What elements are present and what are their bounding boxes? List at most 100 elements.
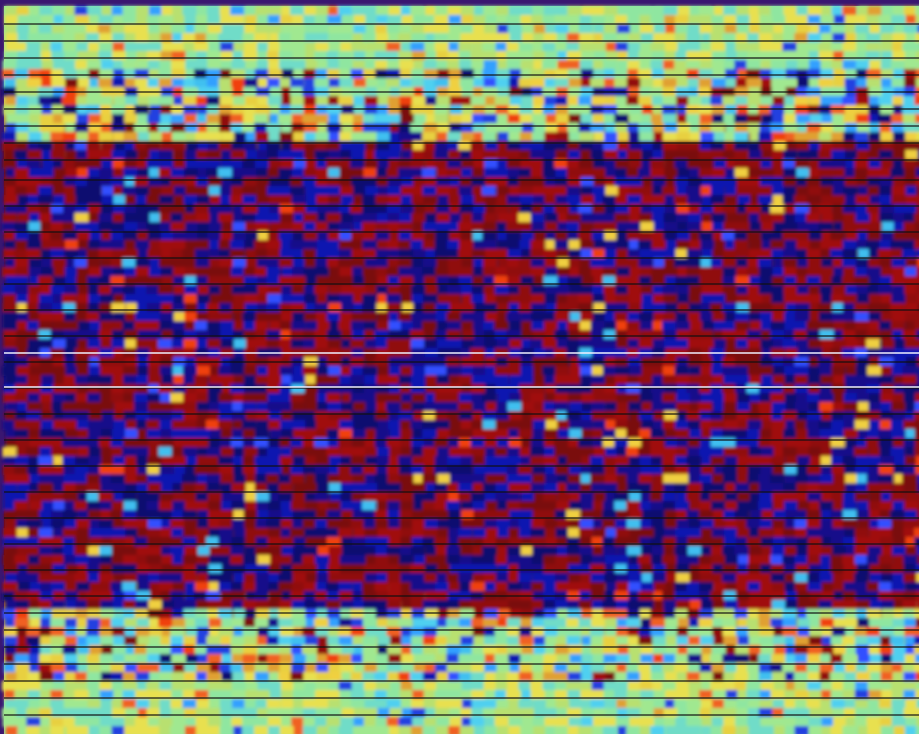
- noise-cell: [388, 177, 402, 187]
- noise-cell: [606, 51, 620, 61]
- noise-cell: [182, 474, 196, 484]
- noise-cell: [424, 573, 438, 583]
- noise-cell: [616, 573, 630, 583]
- noise-cell: [627, 420, 641, 430]
- noise-cell: [665, 42, 679, 52]
- noise-cell: [484, 555, 498, 565]
- noise-cell: [783, 177, 797, 187]
- noise-cell: [590, 456, 604, 466]
- noise-cell: [746, 78, 760, 88]
- noise-cell: [570, 402, 584, 412]
- noise-cell: [388, 114, 402, 124]
- noise-cell: [389, 6, 403, 16]
- noise-cell: [819, 150, 833, 160]
- noise-cell: [747, 114, 761, 124]
- noise-cell: [435, 240, 449, 250]
- noise-cell: [796, 447, 810, 457]
- noise-cell: [136, 186, 150, 196]
- noise-cell: [364, 96, 378, 106]
- noise-cell: [389, 330, 403, 340]
- noise-cell: [581, 51, 595, 61]
- noise-cell: [171, 213, 185, 223]
- noise-cell: [423, 258, 437, 268]
- noise-cell: [674, 258, 688, 268]
- noise-cell: [303, 366, 317, 376]
- noise-cell: [365, 213, 379, 223]
- noise-cell: [219, 78, 233, 88]
- noise-cell: [279, 222, 293, 232]
- noise-cell: [483, 150, 497, 160]
- noise-cell: [677, 330, 691, 340]
- noise-cell: [338, 582, 352, 592]
- noise-cell: [184, 114, 198, 124]
- noise-cell: [183, 420, 197, 430]
- noise-cell: [807, 123, 821, 133]
- noise-cell: [915, 222, 919, 232]
- noise-cell: [689, 294, 703, 304]
- noise-cell: [686, 51, 700, 61]
- noise-cell: [699, 69, 713, 79]
- noise-cell: [39, 312, 53, 322]
- noise-cell: [545, 474, 559, 484]
- noise-cell: [220, 285, 234, 295]
- noise-cell: [244, 285, 258, 295]
- noise-cell: [434, 150, 448, 160]
- noise-cell: [149, 186, 163, 196]
- noise-cell: [808, 537, 822, 547]
- noise-cell: [447, 330, 461, 340]
- noise-cell: [878, 114, 892, 124]
- noise-cell: [291, 402, 305, 412]
- noise-cell: [749, 150, 763, 160]
- noise-cell: [327, 429, 341, 439]
- noise-cell: [65, 267, 79, 277]
- noise-cell: [652, 195, 666, 205]
- noise-cell: [579, 546, 593, 556]
- noise-cell: [377, 321, 391, 331]
- noise-cell: [99, 303, 113, 313]
- noise-cell: [184, 546, 198, 556]
- noise-cell: [388, 528, 402, 538]
- noise-cell: [723, 6, 737, 16]
- noise-cell: [149, 411, 163, 421]
- noise-cell: [832, 285, 846, 295]
- noise-cell: [315, 375, 329, 385]
- noise-cell: [423, 294, 437, 304]
- noise-cell: [449, 339, 463, 349]
- noise-cell: [714, 582, 728, 592]
- noise-cell: [843, 186, 857, 196]
- noise-cell: [699, 474, 713, 484]
- noise-cell: [232, 519, 246, 529]
- noise-cell: [302, 177, 316, 187]
- noise-cell: [772, 492, 786, 502]
- noise-cell: [134, 537, 148, 547]
- noise-cell: [724, 420, 738, 430]
- noise-cell: [14, 555, 28, 565]
- noise-cell: [134, 105, 148, 115]
- noise-cell: [591, 330, 605, 340]
- noise-cell: [892, 312, 906, 322]
- noise-cell: [316, 456, 330, 466]
- noise-cell: [522, 24, 536, 34]
- noise-cell: [15, 384, 29, 394]
- noise-cell: [447, 168, 461, 178]
- noise-cell: [833, 177, 847, 187]
- noise-cell: [89, 123, 103, 133]
- noise-cell: [3, 60, 17, 70]
- noise-cell: [602, 519, 616, 529]
- noise-cell: [242, 123, 256, 133]
- noise-cell: [3, 582, 17, 592]
- noise-cell: [63, 546, 77, 556]
- noise-cell: [338, 6, 352, 16]
- noise-cell: [341, 195, 355, 205]
- noise-cell: [878, 285, 892, 295]
- noise-cell: [687, 267, 701, 277]
- noise-cell: [53, 339, 67, 349]
- noise-cell: [555, 78, 569, 88]
- noise-cell: [843, 456, 857, 466]
- noise-cell: [255, 6, 269, 16]
- noise-cell: [806, 177, 820, 187]
- noise-cell: [746, 573, 760, 583]
- noise-cell: [869, 573, 883, 583]
- noise-cell: [797, 294, 811, 304]
- noise-cell: [75, 123, 89, 133]
